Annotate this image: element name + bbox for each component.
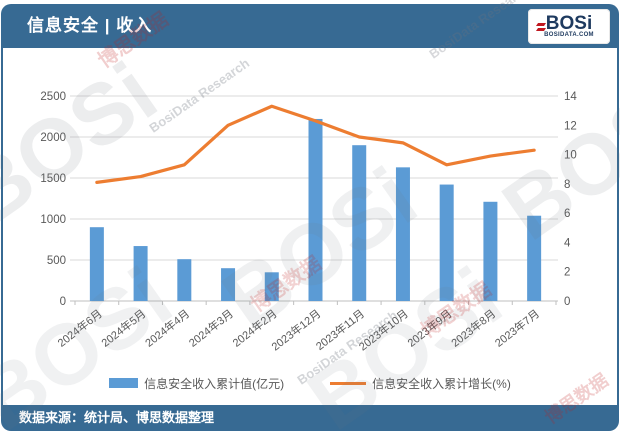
legend-label-line: 信息安全收入累计增长(%) bbox=[372, 376, 511, 391]
header-bar: 信息安全 | 收入 bbox=[1, 4, 619, 48]
chart-legend: 信息安全收入累计值(亿元) 信息安全收入累计增长(%) bbox=[0, 375, 620, 391]
bosi-logo-text: BOSi bbox=[535, 12, 593, 34]
legend-label-bar: 信息安全收入累计值(亿元) bbox=[144, 376, 285, 391]
bosi-logo-subtext: BOSIDATA.COM bbox=[544, 31, 594, 38]
bosi-logo: BOSi BOSIDATA.COM bbox=[528, 9, 610, 44]
logo-red-stripe-icon bbox=[535, 27, 546, 31]
legend-item-line: 信息安全收入累计增长(%) bbox=[330, 375, 511, 392]
page-title: 信息安全 | 收入 bbox=[27, 16, 153, 35]
logo-red-stripe-icon bbox=[535, 22, 546, 26]
footer-bar: 数据来源：统计局、博思数据整理 bbox=[1, 405, 619, 431]
bar-series-swatch-icon bbox=[109, 378, 139, 388]
chart-body bbox=[1, 48, 619, 405]
logo-wordmark: BOSi bbox=[545, 12, 593, 34]
data-source-text: 数据来源：统计局、博思数据整理 bbox=[19, 410, 215, 425]
legend-item-bar: 信息安全收入累计值(亿元) bbox=[109, 375, 284, 392]
line-series-swatch-icon bbox=[330, 381, 367, 385]
